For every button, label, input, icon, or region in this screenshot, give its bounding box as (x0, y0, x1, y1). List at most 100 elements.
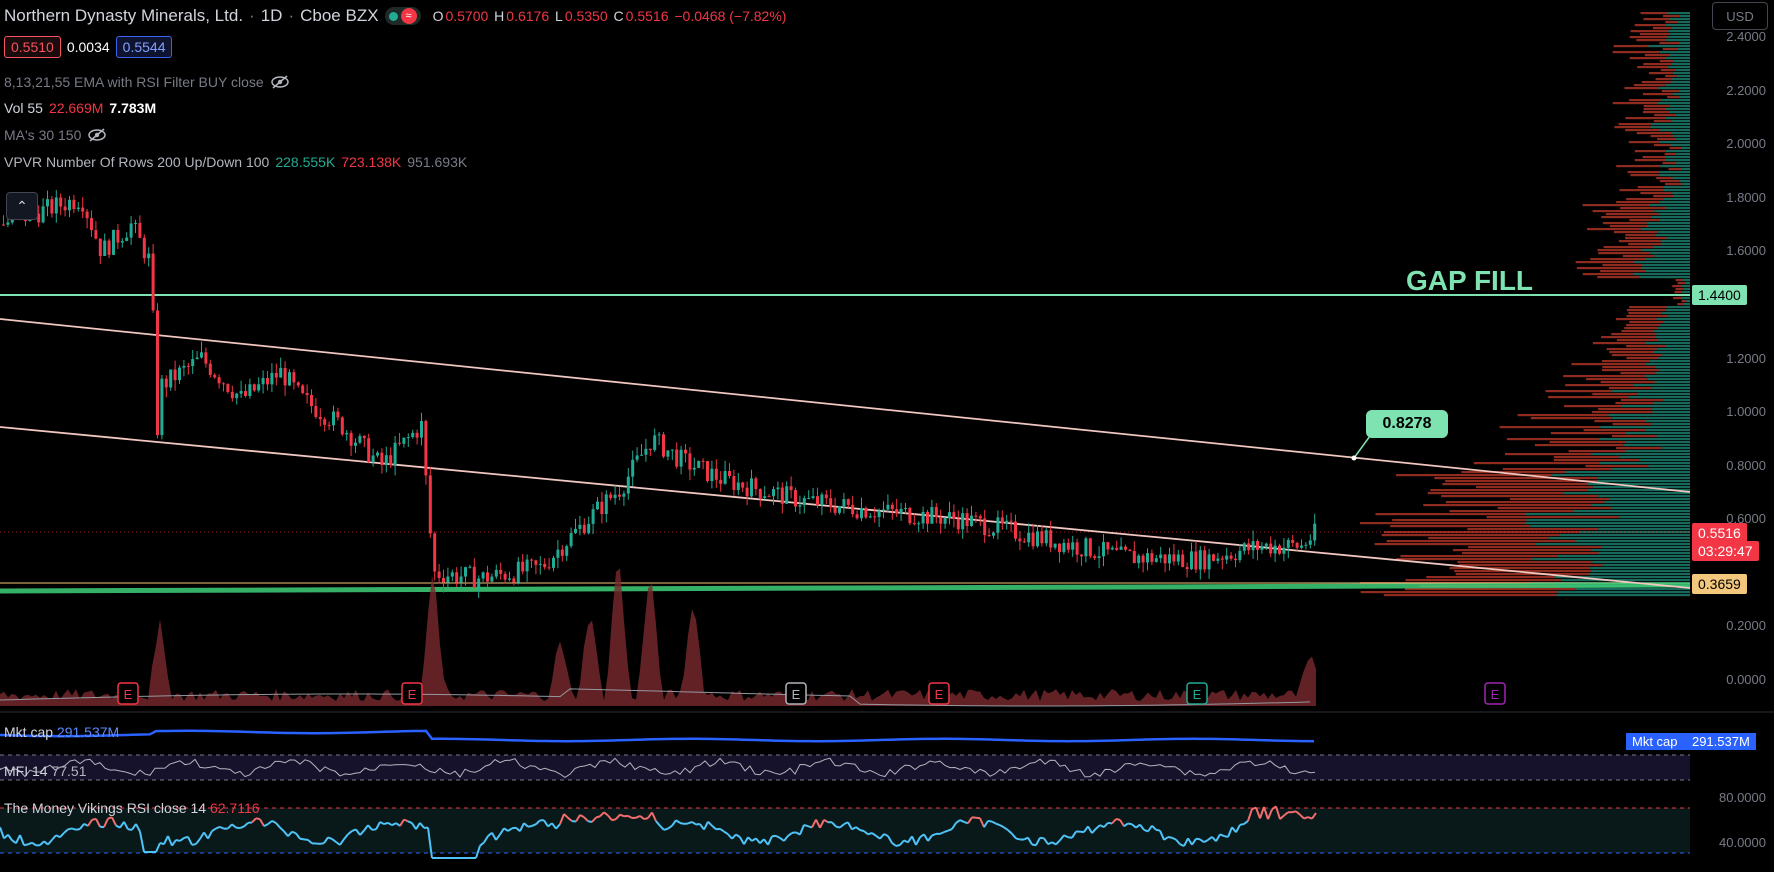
candle-body (446, 577, 449, 583)
mfi-legend[interactable]: MFI 14 77.51 (4, 763, 87, 779)
market-status[interactable]: ≈ (385, 7, 421, 25)
vpvr-bar-up (1668, 66, 1690, 68)
candle-body (464, 567, 467, 576)
vpvr-bar-up (1599, 552, 1690, 554)
candle-body (697, 461, 700, 468)
rsi-line (836, 827, 840, 828)
rsi-line (1116, 819, 1120, 820)
candle-body (873, 516, 876, 517)
candle-body (1093, 556, 1096, 558)
vpvr-bar-up (1671, 81, 1690, 83)
vpvr-bar-down (1612, 435, 1657, 437)
rsi-line (192, 844, 196, 845)
level-low-tag[interactable]: 0.3659 (1692, 574, 1747, 594)
candle-body (156, 310, 159, 435)
candle-body (306, 393, 309, 395)
candle-body (1155, 558, 1158, 562)
candle-body (1036, 531, 1039, 546)
vpvr-bar-down (1610, 225, 1647, 227)
vpvr-bar-up (1666, 57, 1690, 59)
candle-body (438, 572, 441, 578)
candle-body (226, 384, 229, 392)
candle-body (301, 385, 304, 393)
vpvr-bar-down (1586, 465, 1649, 467)
hidden-eye-icon[interactable] (87, 128, 107, 142)
vpvr-bar-up (1647, 225, 1690, 227)
candle-body (1172, 554, 1175, 561)
vpvr-bar-down (1644, 105, 1670, 107)
candle-body (1111, 548, 1114, 550)
mktcap-legend[interactable]: Mkt cap 291.537M (4, 724, 119, 740)
target-callout[interactable]: 0.8278 (1366, 410, 1448, 438)
vpvr-bar-down (1592, 411, 1653, 413)
countdown-tag: 03:29:47 (1692, 541, 1759, 561)
vpvr-bar-down (1603, 222, 1647, 224)
rsi-line (1128, 823, 1132, 824)
volume-legend[interactable]: Vol 55 22.669M 7.783M (4, 100, 156, 116)
vpvr-bar-down (1487, 516, 1619, 518)
volume-label: Vol 55 (4, 100, 43, 116)
vpvr-bar-down (1678, 282, 1686, 284)
vpvr-bar-down (1620, 207, 1665, 209)
ema-indicator-legend[interactable]: 8,13,21,55 EMA with RSI Filter BUY close (4, 74, 290, 90)
candle-body (741, 483, 744, 488)
rsi-line (256, 818, 260, 819)
vpvr-bar-down (1663, 15, 1679, 17)
vpvr-bar-down (1665, 183, 1681, 185)
interval[interactable]: 1D (261, 6, 283, 26)
hidden-eye-icon[interactable] (270, 75, 290, 89)
vpvr-bar-up (1660, 51, 1690, 53)
vpvr-bar-up (1667, 306, 1690, 308)
ma-legend[interactable]: MA's 30 150 (4, 127, 107, 143)
vpvr-bar-down (1615, 402, 1653, 404)
vpvr-bar-down (1676, 279, 1683, 281)
rsi-legend[interactable]: The Money Vikings RSI close 14 62.7116 (4, 800, 260, 816)
rsi-line (1156, 830, 1160, 831)
candle-body (253, 384, 256, 390)
vpvr-legend[interactable]: VPVR Number Of Rows 200 Up/Down 100 228.… (4, 154, 467, 170)
vpvr-bar-down (1630, 36, 1667, 38)
vpvr-bar-up (1672, 192, 1690, 194)
candle-body (790, 486, 793, 490)
upper-trendline (0, 319, 1690, 492)
candle-body (424, 421, 427, 475)
candle-body (222, 383, 225, 384)
candle-body (2, 225, 5, 226)
symbol-legend[interactable]: Northern Dynasty Minerals, Ltd. · 1D · C… (4, 6, 788, 26)
candle-body (231, 392, 234, 398)
vpvr-bar-up (1679, 90, 1690, 92)
vpvr-bar-down (1624, 327, 1657, 329)
earnings-marker-label: E (1193, 687, 1202, 702)
candle-body (1287, 540, 1290, 548)
candle-body (332, 412, 335, 426)
ask-price[interactable]: 0.5544 (116, 36, 173, 58)
level-high-tag[interactable]: 1.4400 (1692, 285, 1747, 305)
vpvr-bar-up (1653, 246, 1690, 248)
vpvr-bar-down (1660, 60, 1674, 62)
vpvr-bar-up (1579, 531, 1690, 533)
vpvr-bar-up (1657, 348, 1690, 350)
vpvr-bar-up (1639, 276, 1690, 278)
candle-body (380, 453, 383, 465)
candle-body (1040, 531, 1043, 543)
vpvr-bar-down (1564, 405, 1622, 407)
collapse-legend-button[interactable]: ⌃ (6, 192, 38, 220)
gap-fill-annotation[interactable]: GAP FILL (1406, 265, 1533, 297)
vpvr-bar-down (1643, 18, 1669, 20)
vpvr-bar-down (1428, 537, 1548, 539)
candle-body (1186, 567, 1189, 569)
ema-label: 8,13,21,55 EMA with RSI Filter BUY close (4, 74, 264, 90)
bid-price[interactable]: 0.5510 (4, 36, 61, 58)
candle-body (442, 578, 445, 583)
vpvr-bar-up (1575, 540, 1690, 542)
candle-body (275, 373, 278, 378)
symbol-name[interactable]: Northern Dynasty Minerals, Ltd. (4, 6, 243, 26)
currency-selector[interactable]: USD (1712, 2, 1768, 30)
vpvr-bar-up (1682, 297, 1690, 299)
market-open-dot-icon (389, 12, 398, 21)
candle-body (618, 495, 621, 497)
rsi-line (644, 818, 648, 819)
vpvr-bar-down (1593, 210, 1655, 212)
